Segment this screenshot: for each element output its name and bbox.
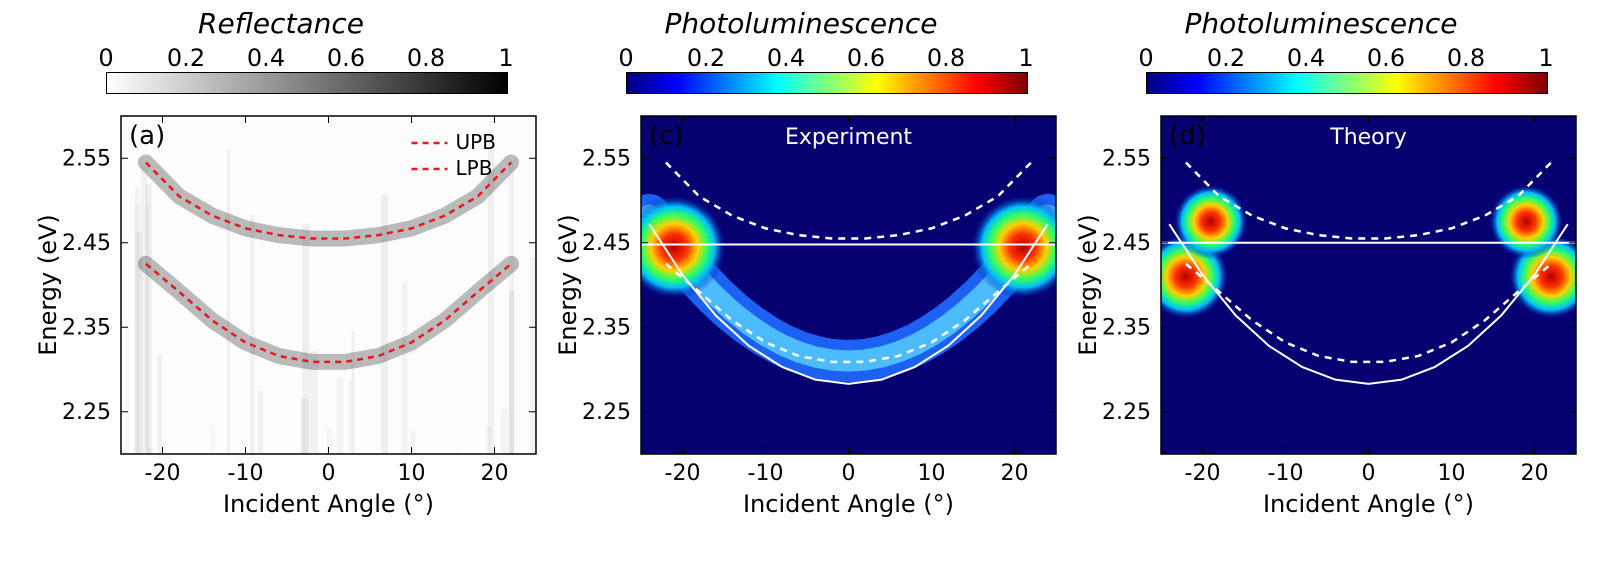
colorbar-wrap: 0 0.2 0.4 0.6 0.8 1 [546,44,1056,104]
xlabel: Incident Angle (°) [743,490,954,518]
colorbar [626,72,1028,94]
colorbar-tick: 0 [618,44,633,72]
ytick-label: 2.35 [582,315,631,340]
colorbar-tick: 0.6 [1367,44,1405,72]
xtick-label: 20 [1001,461,1029,486]
ytick-label: 2.45 [62,231,111,256]
panel-title: Photoluminescence [546,4,1056,44]
colorbar-tick: 0.6 [847,44,885,72]
xtick-label: -20 [145,461,181,486]
xtick-label: 10 [1438,461,1466,486]
panel-title: Reflectance [26,4,536,44]
xtick-label: -10 [748,461,784,486]
xtick-label: -20 [1185,461,1221,486]
ylabel: Energy (eV) [554,214,582,356]
colorbar-tick: 0.6 [327,44,365,72]
plot-area: -20 -10 0 10 20 2.25 2.35 2.45 2.55 Incident Angl… [546,104,1056,524]
xtick-label: -10 [1268,461,1304,486]
colorbar-tick: 0.8 [927,44,965,72]
colorbar-tick: 0.8 [1447,44,1485,72]
colorbar-tick: 0 [1138,44,1153,72]
colorbar [1146,72,1548,94]
ytick-label: 2.45 [582,231,631,256]
ytick-label: 2.35 [62,315,111,340]
colorbar-tick: 0.4 [767,44,805,72]
colorbar-tick: 0.4 [247,44,285,72]
ylabel: Energy (eV) [1074,214,1102,356]
xlabel: Incident Angle (°) [223,490,434,518]
plot-label: Theory [1329,125,1406,150]
colorbar-tick: 0.8 [407,44,445,72]
xtick-label: 20 [481,461,509,486]
xtick-label: 0 [1362,461,1376,486]
panel-c: Photoluminescence00.20.40.60.81-20-10010… [541,4,1061,524]
plot-label: Experiment [785,125,912,150]
ylabel: Energy (eV) [34,214,62,356]
colorbar-tick: 1 [1538,44,1553,72]
ytick-label: 2.45 [1102,231,1151,256]
panel-d: Photoluminescence00.20.40.60.81-20-10010… [1061,4,1581,524]
ytick-label: 2.25 [62,400,111,425]
colorbar-tick: 0.2 [687,44,725,72]
ytick-label: 2.55 [1102,146,1151,171]
plot-area: -20 -10 0 10 20 2.25 2.35 2.45 2.55 Incident Angl… [26,104,536,524]
colorbar-tick: 0.2 [167,44,205,72]
colorbar-tick: 0 [98,44,113,72]
colorbar-tick: 0.2 [1207,44,1245,72]
legend-label: UPB [456,130,496,154]
xtick-label: 10 [918,461,946,486]
colorbar-wrap: 0 0.2 0.4 0.6 0.8 1 [26,44,536,104]
xtick-label: 20 [1521,461,1549,486]
panel-letter: (d) [1169,121,1206,151]
colorbar-tick: 1 [498,44,513,72]
hotspot [622,195,726,299]
ytick-label: 2.55 [62,146,111,171]
colorbar-tick: 1 [1018,44,1033,72]
xtick-label: -10 [228,461,264,486]
panel-a: Reflectance00.20.40.60.81-20-10010202.25… [21,4,541,524]
ytick-label: 2.25 [1102,400,1151,425]
legend-label: LPB [456,156,493,180]
panel-title: Photoluminescence [1066,4,1576,44]
ytick-label: 2.35 [1102,315,1151,340]
plot-area: -20 -10 0 10 20 2.25 2.35 2.45 2.55 Incident Angl… [1066,104,1576,524]
ytick-label: 2.55 [582,146,631,171]
colorbar [106,72,508,94]
xtick-label: 10 [398,461,426,486]
xtick-label: -20 [665,461,701,486]
xtick-label: 0 [842,461,856,486]
xtick-label: 0 [322,461,336,486]
colorbar-wrap: 0 0.2 0.4 0.6 0.8 1 [1066,44,1576,104]
ytick-label: 2.25 [582,400,631,425]
panel-letter: (a) [129,121,165,151]
panel-letter: (c) [649,121,684,151]
xlabel: Incident Angle (°) [1263,490,1474,518]
colorbar-tick: 0.4 [1287,44,1325,72]
